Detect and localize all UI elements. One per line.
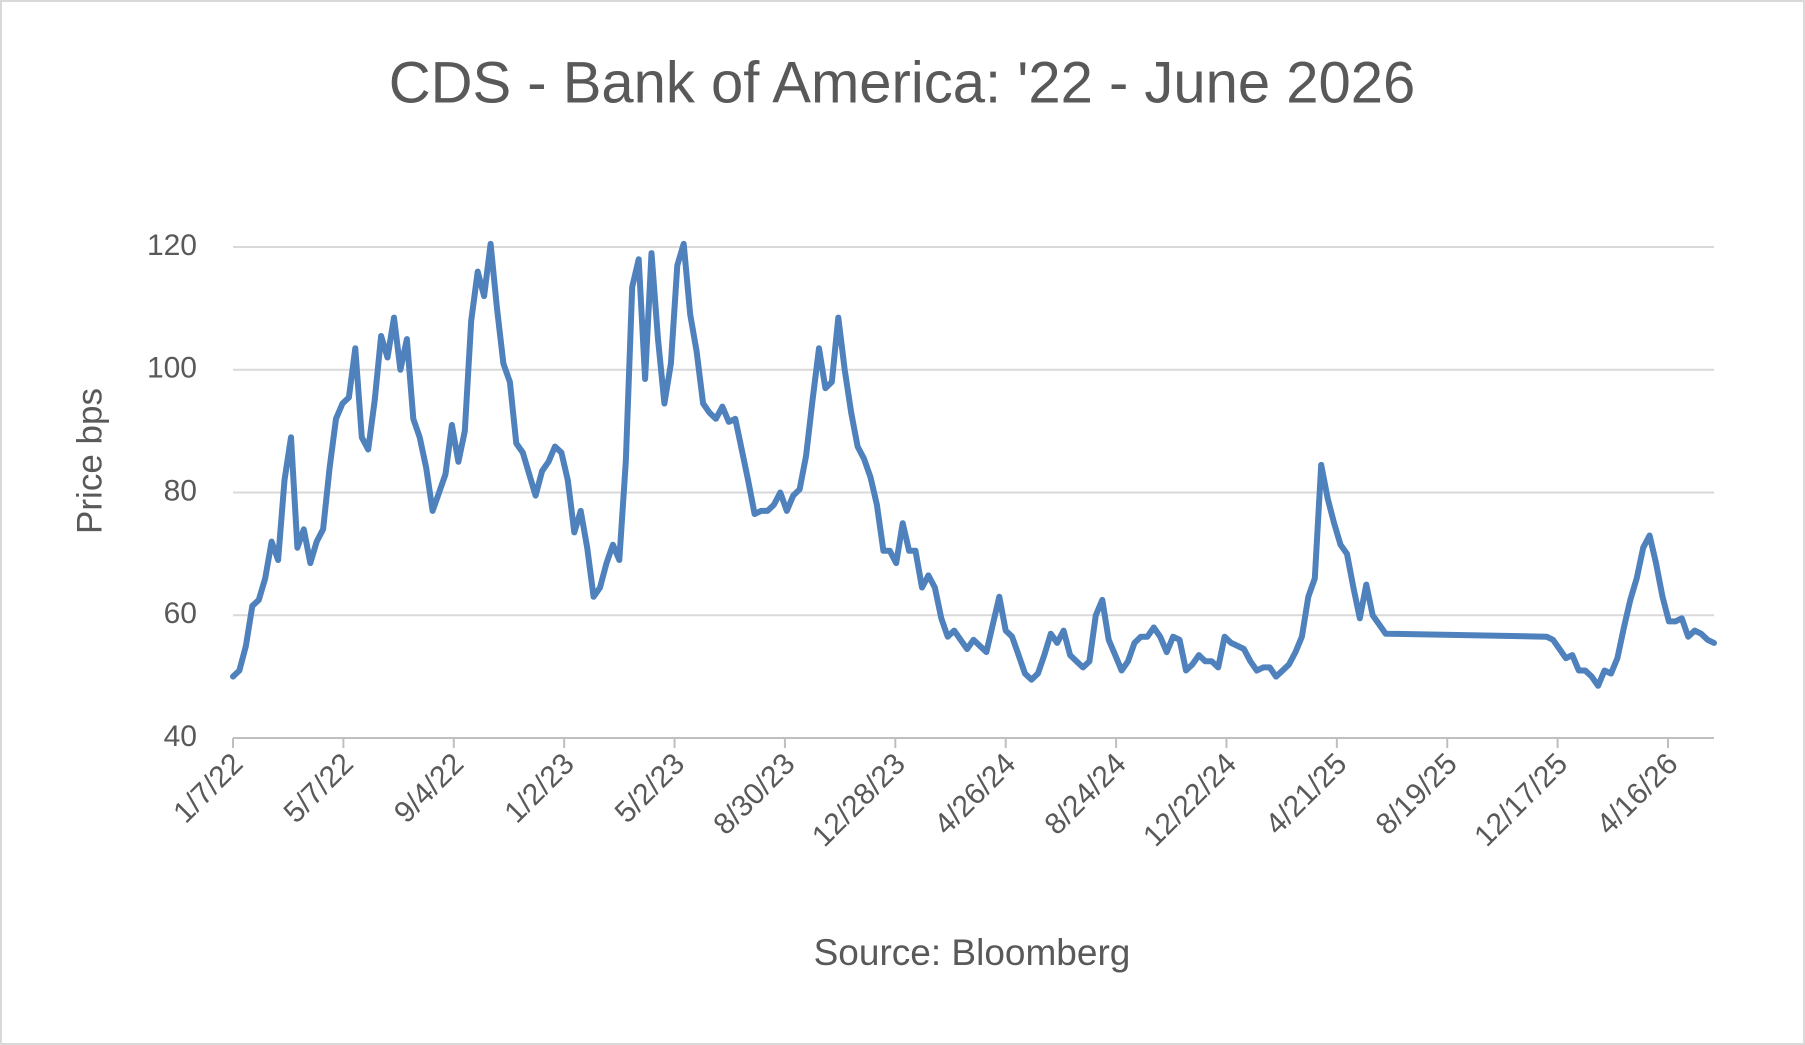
y-tick-label: 60 [164, 597, 197, 630]
y-tick-label: 120 [147, 229, 197, 262]
x-axis-label: Source: Bloomberg [814, 932, 1131, 973]
chart-title: CDS - Bank of America: '22 - June 2026 [389, 50, 1416, 115]
data-line [230, 240, 1717, 689]
y-tick-label: 100 [147, 352, 197, 385]
y-tick-label: 80 [164, 474, 197, 507]
y-tick-label: 40 [164, 720, 197, 753]
y-axis-label: Price bps [70, 388, 109, 534]
